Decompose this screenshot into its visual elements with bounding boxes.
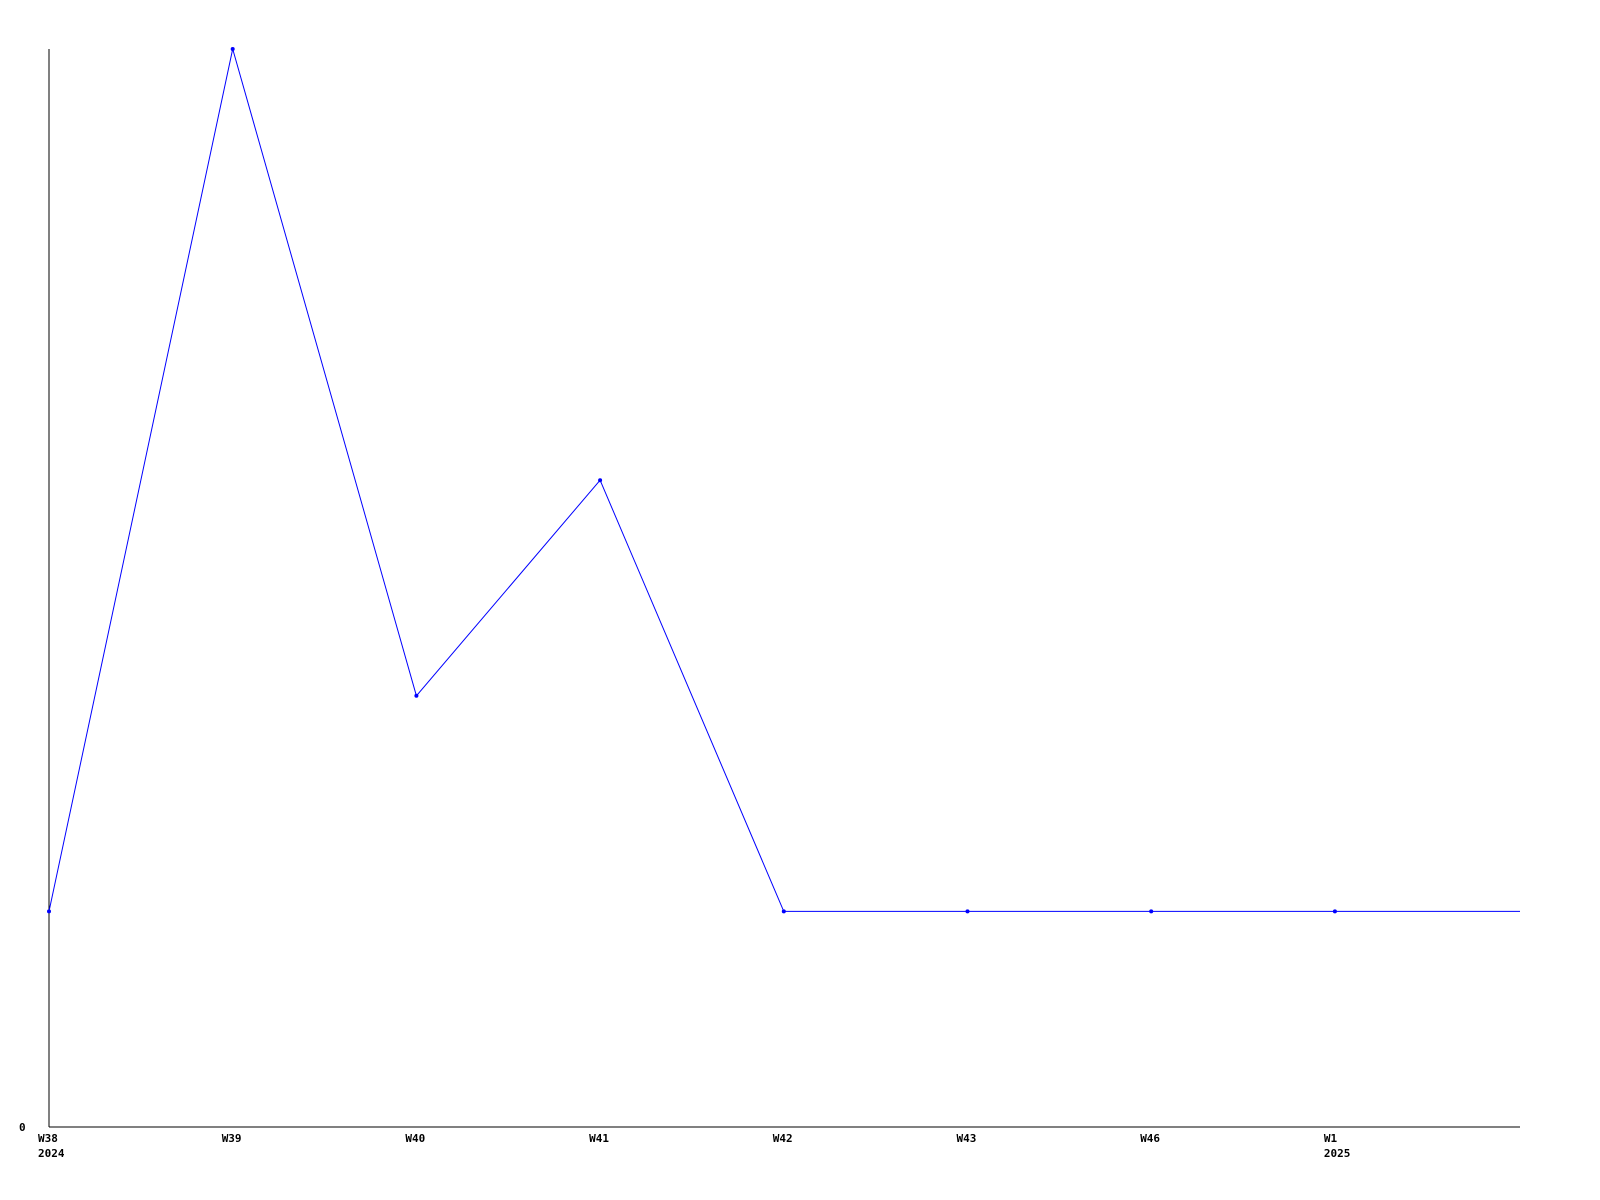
- data-point: [414, 693, 419, 698]
- data-point: [1149, 909, 1154, 914]
- data-point: [47, 909, 51, 914]
- x-tick-label: W41: [589, 1132, 609, 1145]
- data-point: [1332, 909, 1337, 914]
- x-tick-label: W39: [222, 1132, 242, 1145]
- data-point: [230, 47, 235, 51]
- y-tick-label: 0: [19, 1121, 26, 1134]
- x-tick-label: W38: [38, 1132, 58, 1145]
- series-line: [48, 48, 1520, 912]
- x-tick-label: W42: [773, 1132, 793, 1145]
- x-tick-label: W43: [957, 1132, 977, 1145]
- data-point: [781, 909, 786, 914]
- x-year-label: 2025: [1324, 1147, 1351, 1160]
- x-tick-label: W40: [405, 1132, 425, 1145]
- x-tick-label: W1: [1324, 1132, 1338, 1145]
- x-tick-label: W46: [1140, 1132, 1160, 1145]
- x-year-label: 2024: [38, 1147, 65, 1160]
- data-point: [598, 478, 603, 483]
- data-point: [965, 909, 970, 914]
